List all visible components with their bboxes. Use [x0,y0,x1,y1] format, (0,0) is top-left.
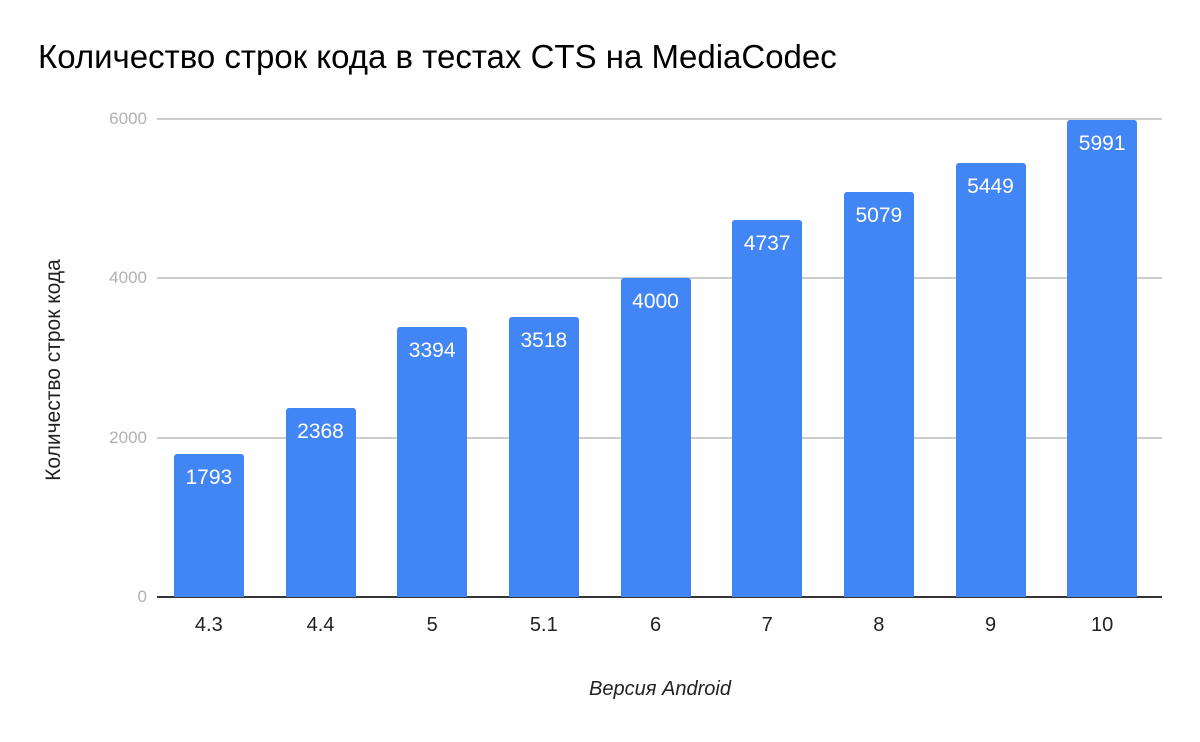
gridline [157,118,1162,120]
y-tick-label: 0 [137,587,147,606]
bar[interactable]: 5991 [1067,119,1138,597]
bar-value-label: 3518 [520,328,568,352]
gridline [157,277,1162,280]
bar[interactable]: 2368 [285,408,356,597]
x-tick-label: 6 [649,614,662,636]
bar-value-label: 5079 [855,204,903,228]
x-axis-label: Версия Android [589,678,731,700]
y-axis-label: Количество строк кода [42,259,65,481]
y-tick-label: 4000 [109,268,147,288]
bar[interactable]: 5079 [843,192,914,597]
bar[interactable]: 3394 [397,326,468,597]
plot-area: 1793 2368 3394 3518 4000 4737 5079 5449 5991 [157,118,1162,598]
bar[interactable]: 3518 [508,316,579,597]
x-tick-label: 7 [761,614,773,636]
x-tick-label: 8 [873,614,885,636]
bar-value-label: 5991 [1078,131,1126,155]
bar[interactable]: 4000 [620,278,691,597]
bar-value-label: 1793 [185,466,233,490]
x-tick-label: 9 [984,614,997,636]
x-tick-label: 5 [426,614,438,636]
x-tick-label: 4.3 [194,614,223,636]
bar-value-label: 3394 [408,338,456,362]
bar[interactable]: 5449 [955,162,1026,597]
bar-value-label: 4737 [743,231,791,255]
bar-value-label: 5449 [967,174,1014,198]
x-tick-label: 4.4 [306,614,335,636]
bar[interactable]: 4737 [732,219,803,597]
bar-value-label: 2368 [297,420,344,444]
x-tick-label: 10 [1091,614,1114,636]
y-tick-label: 2000 [109,427,147,447]
bar-value-label: 4000 [632,290,679,314]
x-tick-label: 5.1 [529,614,558,636]
chart-title: Количество строк кода в тестах CTS на Me… [38,38,837,75]
x-axis-line [157,596,1162,598]
bar[interactable]: 1793 [173,454,244,597]
y-tick-label: 6000 [109,109,147,128]
